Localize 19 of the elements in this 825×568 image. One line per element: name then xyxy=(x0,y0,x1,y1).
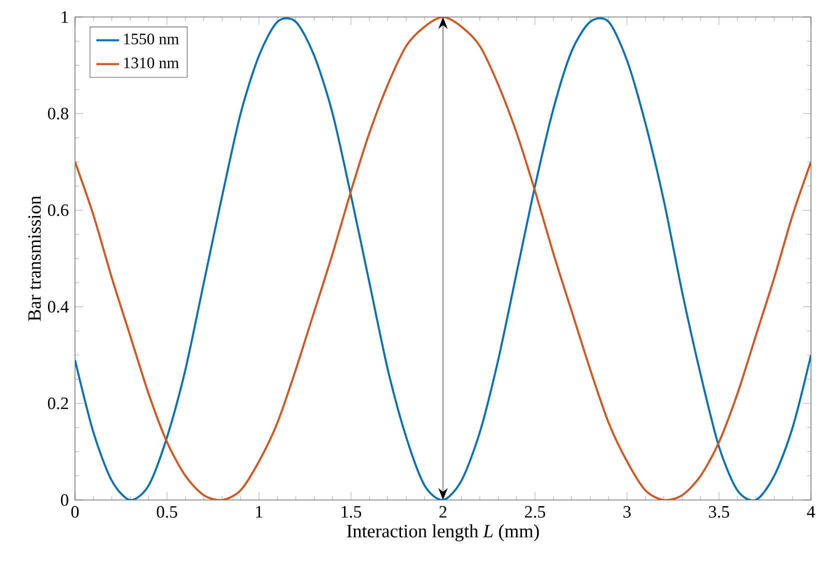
x-axis-title: Interaction length L (mm) xyxy=(346,524,539,542)
x-tick-label: 3.5 xyxy=(709,506,730,518)
x-tick-label: 0.5 xyxy=(156,506,178,518)
y-tick-label: 0.4 xyxy=(48,300,69,313)
legend-label: 1550 nm xyxy=(124,34,179,44)
y-tick-label: 0 xyxy=(60,494,68,506)
x-tick-label: 2.5 xyxy=(524,506,546,518)
y-axis-title: Bar transmission xyxy=(28,196,41,321)
x-tick-label: 1 xyxy=(256,506,262,518)
x-tick-label: 0 xyxy=(71,506,79,518)
y-tick-label: 0.2 xyxy=(48,398,68,410)
y-tick-label: 0.8 xyxy=(48,108,68,120)
x-tick-label: 2 xyxy=(439,506,446,518)
y-tick-label: 0.6 xyxy=(48,204,68,216)
x-tick-label: 3 xyxy=(624,506,631,518)
x-tick-label: 1.5 xyxy=(342,506,362,518)
x-tick-label: 4 xyxy=(807,506,816,518)
y-tick-label: 1 xyxy=(62,11,68,23)
legend-label: 1310 nm xyxy=(124,57,179,68)
